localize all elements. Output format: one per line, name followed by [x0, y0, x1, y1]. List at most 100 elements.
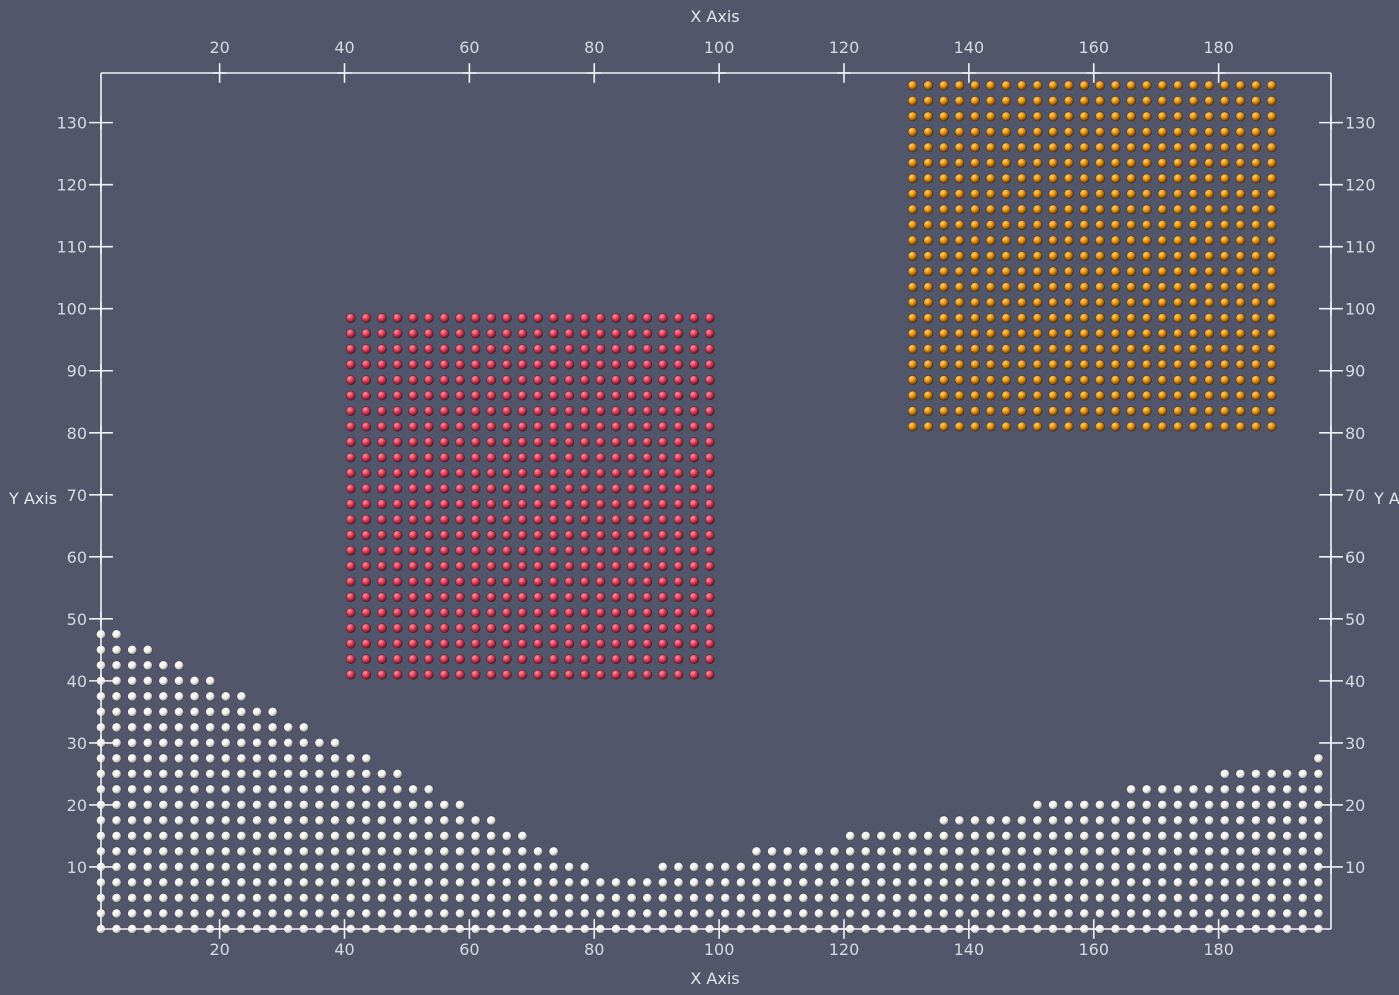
terrain-point [1219, 877, 1230, 888]
terrain-point [439, 831, 450, 841]
grid-1-point [689, 499, 700, 509]
terrain-point [970, 846, 981, 857]
grid-2-point [1048, 80, 1059, 91]
terrain-point [345, 800, 356, 810]
grid-2-point [1126, 251, 1137, 261]
terrain-point [439, 800, 450, 810]
grid-1-point [548, 359, 559, 370]
grid-1-point [595, 313, 606, 323]
terrain-point [798, 862, 809, 872]
grid-1-point [470, 328, 481, 339]
terrain-point [1095, 846, 1105, 857]
grid-2-point [985, 421, 996, 432]
grid-1-point [455, 592, 465, 603]
terrain-point [782, 893, 793, 903]
grid-1-point [626, 452, 637, 463]
grid-1-point [673, 359, 684, 370]
grid-2-point [1095, 328, 1105, 339]
grid-1-point [579, 514, 590, 525]
grid-2-point [1126, 80, 1137, 91]
terrain-point [486, 908, 497, 919]
terrain-point [704, 908, 715, 919]
grid-1-point [704, 638, 715, 649]
terrain-point [283, 815, 294, 826]
grid-2-point [907, 142, 918, 153]
grid-2-point [1219, 390, 1230, 401]
grid-2-point [1110, 390, 1121, 401]
grid-2-point [907, 189, 918, 199]
grid-2-point [954, 96, 965, 106]
grid-1-point [408, 406, 419, 416]
terrain-point [1173, 908, 1183, 919]
terrain-point [1063, 846, 1074, 857]
terrain-point [236, 893, 247, 903]
terrain-point [252, 800, 262, 810]
grid-2-point [907, 96, 918, 106]
grid-1-point [658, 669, 668, 680]
terrain-point [111, 846, 122, 857]
terrain-point [501, 831, 512, 841]
grid-1-point [392, 375, 403, 385]
terrain-point [751, 893, 762, 903]
grid-2-point [1141, 220, 1152, 230]
terrain-point [470, 908, 481, 919]
terrain-point [798, 877, 809, 888]
grid-2-point [1032, 344, 1043, 354]
terrain-point [611, 877, 621, 888]
terrain-point [1110, 908, 1121, 919]
grid-2-point [1188, 189, 1199, 199]
terrain-point [954, 846, 965, 857]
terrain-point [174, 707, 184, 717]
grid-1-point [392, 437, 403, 447]
terrain-point [1001, 908, 1012, 919]
grid-1-point [689, 530, 700, 541]
terrain-point [1157, 893, 1168, 903]
terrain-point [236, 862, 247, 872]
grid-1-point [470, 452, 481, 463]
grid-2-point [1095, 421, 1105, 432]
terrain-point [1141, 800, 1152, 810]
grid-2-point [1266, 313, 1277, 323]
grid-1-point [517, 638, 528, 649]
grid-2-point [985, 313, 996, 323]
terrain-point [751, 862, 762, 872]
grid-2-point [1157, 173, 1168, 184]
grid-2-point [1095, 127, 1105, 137]
grid-2-point [954, 390, 965, 401]
grid-1-point [673, 607, 684, 618]
terrain-point [1032, 877, 1043, 888]
grid-1-point [626, 499, 637, 509]
grid-1-point [345, 499, 356, 509]
grid-2-point [954, 313, 965, 323]
terrain-point [142, 815, 153, 826]
grid-1-point [501, 390, 512, 401]
y-tick-label: 20 [67, 796, 87, 815]
terrain-point [1235, 908, 1246, 919]
terrain-point [361, 769, 372, 779]
grid-2-point [1235, 328, 1246, 339]
terrain-point [267, 800, 278, 810]
grid-2-point [1219, 359, 1230, 370]
grid-1-point [564, 483, 575, 494]
terrain-point [1110, 893, 1121, 903]
terrain-point [782, 862, 793, 872]
grid-1-point [517, 406, 528, 416]
grid-2-point [985, 282, 996, 292]
grid-1-point [408, 313, 419, 323]
terrain-point [127, 784, 138, 795]
terrain-point [189, 753, 200, 764]
grid-1-point [704, 669, 715, 680]
grid-2-point [1063, 220, 1074, 230]
terrain-point [1188, 831, 1199, 841]
grid-2-point [1219, 297, 1230, 308]
grid-1-point [595, 344, 606, 354]
grid-2-point [1251, 158, 1261, 168]
grid-2-point [1095, 344, 1105, 354]
grid-2-point [1110, 251, 1121, 261]
grid-1-point [470, 359, 481, 370]
grid-1-point [377, 328, 387, 339]
x-tick-label: 60 [459, 38, 479, 57]
terrain-point [158, 769, 169, 779]
grid-1-point [611, 638, 621, 649]
grid-2-point [1188, 173, 1199, 184]
